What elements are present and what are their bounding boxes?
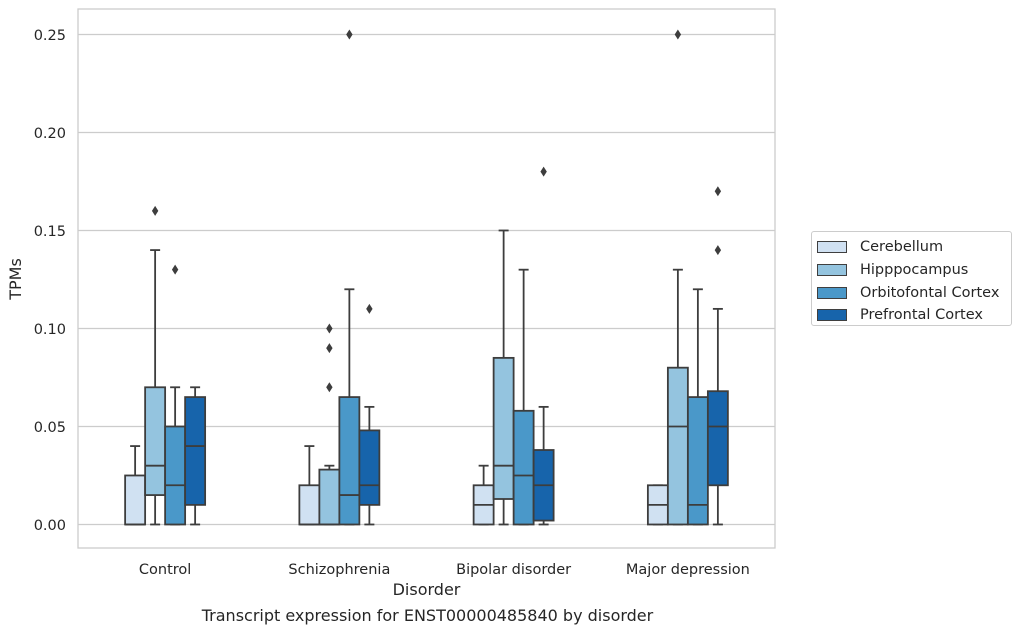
outlier-marker [171, 264, 179, 275]
box-prefrontal-cortex [706, 186, 729, 526]
y-tick-label: 0.05 [34, 420, 66, 436]
box-cerebellum [298, 445, 321, 526]
x-tick-label: Bipolar disorder [456, 562, 571, 578]
outlier-marker [540, 166, 547, 177]
legend-label: Cerebellum [860, 239, 944, 256]
legend-label: Hipppocampus [860, 262, 969, 279]
legend-label: Prefrontal Cortex [860, 307, 983, 324]
x-axis-label: Disorder [393, 580, 461, 599]
legend-swatch [817, 309, 847, 322]
box-iqr [666, 366, 689, 526]
legend-swatch [817, 286, 847, 299]
x-tick-labels: Control Schizophrenia Bipolar disorder Majo… [139, 562, 750, 578]
y-tick-label: 0.15 [34, 224, 66, 240]
box-iqr [124, 474, 147, 526]
legend-swatch [817, 264, 847, 277]
boxes [124, 29, 729, 526]
box-iqr [512, 409, 535, 526]
outlier-marker [326, 343, 333, 354]
outlier-marker [714, 186, 722, 197]
y-tick-label: 0.10 [34, 322, 66, 338]
box-hipppocampus [318, 323, 341, 526]
legend-item: Prefrontal Cortex [817, 304, 1011, 327]
box-iqr [706, 390, 729, 487]
box-hipppocampus [492, 229, 515, 526]
box-prefrontal-cortex [184, 386, 207, 526]
outlier-marker [326, 382, 333, 393]
x-tick-label: Control [139, 562, 191, 578]
box-iqr [144, 386, 167, 496]
legend-item: Cerebellum [817, 236, 1011, 259]
box-cerebellum [646, 484, 669, 526]
outlier-marker [714, 245, 722, 256]
box-iqr [164, 425, 187, 526]
box-iqr [492, 356, 515, 500]
outlier-marker [326, 323, 333, 334]
outlier-marker [674, 29, 682, 40]
x-tick-label: Schizophrenia [288, 562, 390, 578]
legend-label: Orbitofontal Cortex [860, 284, 1000, 301]
y-tick-labels: 0.00 0.05 0.10 0.15 0.20 0.25 [34, 28, 66, 534]
box-hipppocampus [144, 205, 167, 526]
box-orbitofontal-cortex [686, 288, 709, 526]
box-iqr [298, 484, 321, 526]
outlier-marker [366, 303, 373, 314]
x-tick-label: Major depression [626, 562, 750, 578]
legend-swatch [817, 241, 847, 254]
box-orbitofontal-cortex [164, 264, 187, 526]
box-prefrontal-cortex [358, 303, 381, 526]
box-hipppocampus [666, 29, 689, 526]
outlier-marker [346, 29, 353, 40]
chart-caption: Transcript expression for ENST0000048584… [201, 606, 654, 625]
legend-item: Hipppocampus [817, 259, 1011, 282]
box-iqr [338, 396, 361, 526]
box-orbitofontal-cortex [338, 29, 361, 526]
box-cerebellum [124, 445, 147, 526]
plot-frame [77, 8, 776, 549]
y-axis-label: TPMs [6, 258, 25, 301]
outlier-marker [151, 205, 159, 216]
legend-item: Orbitofontal Cortex [817, 281, 1011, 304]
y-tick-label: 0.00 [34, 518, 66, 534]
box-cerebellum [472, 464, 495, 526]
box-iqr [318, 468, 341, 526]
legend: Cerebellum Hipppocampus Orbitofontal Cor… [811, 231, 1012, 326]
y-tick-label: 0.20 [34, 126, 66, 142]
box-iqr [184, 396, 207, 506]
y-tick-label: 0.25 [34, 28, 66, 44]
box-prefrontal-cortex [532, 166, 555, 526]
box-iqr [358, 429, 381, 506]
box-orbitofontal-cortex [512, 268, 535, 526]
